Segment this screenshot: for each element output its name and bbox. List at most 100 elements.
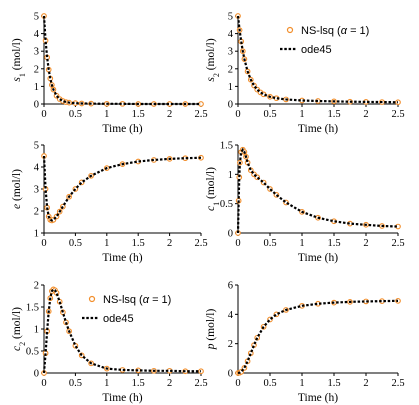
- y-tick-label: 6: [228, 281, 233, 292]
- x-axis-label: Time (h): [298, 392, 338, 404]
- y-tick-label: 3: [228, 47, 233, 58]
- x-tick-label: 0: [235, 238, 240, 249]
- x-tick-label: 1: [104, 378, 109, 389]
- x-axis-label: Time (h): [298, 252, 338, 264]
- x-tick-label: 0: [41, 109, 46, 120]
- ode45-line: [42, 288, 201, 374]
- y-tick-label: 1: [34, 325, 39, 336]
- x-tick-label: 1: [299, 238, 304, 249]
- x-tick-label: 1.5: [132, 238, 145, 249]
- x-tick-label: 1.5: [132, 378, 145, 389]
- x-axis-label: Time (h): [298, 123, 338, 135]
- x-tick-label: 1: [299, 109, 304, 120]
- x-tick-label: 0.5: [69, 238, 82, 249]
- x-tick-label: 2.5: [391, 109, 404, 120]
- y-tick-label: 5: [34, 12, 39, 23]
- x-tick-label: 2.5: [194, 109, 207, 120]
- y-axis-label: s2 (mol/l): [205, 38, 221, 81]
- x-tick-label: 1.5: [327, 378, 340, 389]
- x-tick-label: 0: [235, 378, 240, 389]
- y-axis-label-variable: c: [205, 206, 217, 211]
- y-axis-label: e (mol/l): [11, 169, 23, 209]
- x-tick-label: 2.5: [194, 378, 207, 389]
- x-tick-label: 1.5: [327, 109, 340, 120]
- y-tick-label: 1: [228, 170, 233, 181]
- y-axis-label: c2 (mol/l): [11, 307, 27, 351]
- y-axis-label-unit: (mol/l): [205, 38, 217, 73]
- ode45-line: [236, 147, 399, 234]
- y-tick-label: 0: [228, 369, 233, 380]
- y-axis-label-unit: (mol/l): [205, 167, 217, 202]
- y-tick-label: 0: [34, 369, 39, 380]
- y-tick-label: 0: [34, 100, 39, 111]
- legend-label: ode45: [301, 44, 332, 56]
- x-tick-label: 2: [167, 378, 172, 389]
- legend-label-main: ode45: [103, 313, 134, 325]
- ode45-line: [42, 15, 201, 106]
- legend-label: NS-lsq (α = 1): [103, 294, 171, 306]
- y-axis-label-variable: c: [11, 346, 23, 351]
- y-tick-label: 1.5: [220, 141, 233, 152]
- y-axis-label-variable: s: [205, 77, 217, 82]
- x-tick-label: 2: [167, 109, 172, 120]
- legend-label-tail: = 1): [347, 25, 369, 37]
- y-axis-label: p (mol/l): [205, 309, 217, 351]
- y-axis-label-subscript: 2: [212, 73, 221, 77]
- x-tick-label: 0.5: [263, 109, 276, 120]
- x-tick-label: 2.5: [194, 238, 207, 249]
- x-tick-label: 0: [235, 109, 240, 120]
- x-tick-label: 1: [104, 109, 109, 120]
- y-tick-label: 2: [228, 339, 233, 350]
- x-axis-label: Time (h): [102, 252, 142, 264]
- y-axis-label-variable: e: [11, 204, 23, 209]
- series-ns-lsq-markers: [41, 13, 204, 107]
- y-tick-label: 1: [228, 82, 233, 93]
- legend-marker-circle: [88, 295, 96, 303]
- x-tick-label: 0.5: [263, 238, 276, 249]
- x-tick-label: 1.5: [327, 238, 340, 249]
- ode45-line: [237, 299, 399, 375]
- y-axis-label-unit: (mol/l): [11, 38, 23, 73]
- y-tick-label: 2: [34, 281, 39, 292]
- y-tick-label: 0.5: [220, 199, 233, 210]
- y-tick-label: 1.5: [26, 303, 39, 314]
- x-axis-label: Time (h): [102, 123, 142, 135]
- legend-label: ode45: [103, 313, 134, 325]
- y-tick-label: 3: [34, 185, 39, 196]
- x-tick-label: 0: [41, 238, 46, 249]
- y-tick-label: 0: [228, 229, 233, 240]
- x-tick-label: 2: [363, 109, 368, 120]
- y-tick-label: 4: [228, 310, 234, 321]
- x-tick-label: 0.5: [263, 378, 276, 389]
- x-axis-label: Time (h): [102, 392, 142, 404]
- x-tick-label: 0.5: [69, 378, 82, 389]
- x-tick-label: 2.5: [391, 378, 404, 389]
- y-tick-label: 0: [228, 100, 233, 111]
- legend: NS-lsq (α = 1) ode45: [82, 294, 171, 325]
- legend-label-tail: = 1): [149, 294, 171, 306]
- y-tick-label: 2: [34, 207, 39, 218]
- y-axis-label-subscript: 2: [18, 342, 27, 346]
- y-axis-label-variable: s: [11, 77, 23, 82]
- legend-label-main: ode45: [301, 44, 332, 56]
- legend-label-alpha: α: [143, 294, 150, 306]
- x-tick-label: 1.5: [132, 109, 145, 120]
- x-tick-label: 2: [363, 378, 368, 389]
- chart-panel-6: 0 0.5 1 1.5 2 2.5 0 2 4 6 Time (h) p (mol/l): [205, 281, 405, 405]
- x-tick-label: 1: [299, 378, 304, 389]
- x-tick-label: 2: [363, 238, 368, 249]
- series-ns-lsq-markers: [235, 146, 401, 236]
- y-axis-label: c1 (mol/l): [205, 167, 221, 211]
- x-tick-label: 2.5: [391, 238, 404, 249]
- y-tick-label: 4: [34, 163, 40, 174]
- chart-panel-4: 0 0.5 1 1.5 2 2.5 0 0.5 1 1.5 Time (h) c1 (mol/l): [205, 141, 405, 265]
- legend-label: NS-lsq (α = 1): [301, 25, 369, 37]
- series-ns-lsq-markers: [235, 297, 401, 376]
- x-tick-label: 2: [167, 238, 172, 249]
- y-tick-label: 4: [34, 29, 40, 40]
- x-tick-label: 1: [104, 238, 109, 249]
- y-axis-label-variable: p: [205, 343, 217, 350]
- y-axis-label-unit: (mol/l): [11, 169, 23, 204]
